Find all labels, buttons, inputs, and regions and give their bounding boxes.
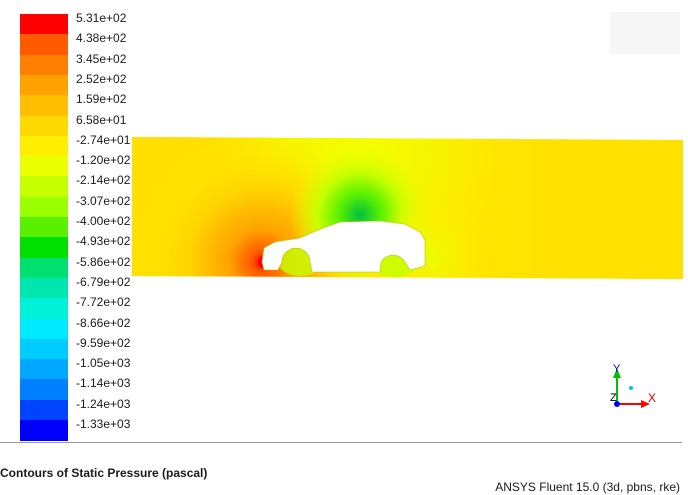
axis-x-label: X — [648, 391, 656, 405]
legend-swatch — [20, 318, 68, 340]
legend-label: -1.05e+03 — [76, 356, 131, 371]
legend-label: 1.59e+02 — [76, 92, 127, 107]
legend-swatch — [20, 237, 68, 259]
legend-label: 2.52e+02 — [76, 71, 127, 86]
solver-info: ANSYS Fluent 15.0 (3d, pbns, rke) — [495, 480, 680, 494]
legend-swatch — [20, 277, 68, 299]
legend-swatch — [20, 196, 68, 218]
legend-swatch — [20, 74, 68, 96]
plot-caption: Contours of Static Pressure (pascal) — [0, 466, 208, 480]
legend-label: -3.07e+02 — [76, 193, 131, 208]
legend-label: -8.66e+02 — [76, 315, 131, 330]
legend-label: -2.14e+02 — [76, 173, 131, 188]
legend-swatch — [20, 379, 68, 401]
legend-label: -7.72e+02 — [76, 295, 131, 310]
axis-y-label: Y — [613, 363, 621, 375]
axis-z-label: Z — [610, 392, 617, 404]
legend-label: -4.93e+02 — [76, 234, 131, 249]
legend-swatch — [20, 359, 68, 381]
legend-swatch — [20, 156, 68, 178]
legend-swatch — [20, 338, 68, 360]
legend-label: -2.74e+01 — [76, 132, 131, 147]
contour-plot[interactable]: Y Z X — [0, 0, 688, 440]
car-body — [261, 220, 426, 273]
legend-swatch — [20, 135, 68, 157]
legend-label: -5.86e+02 — [76, 254, 131, 269]
divider — [0, 442, 682, 443]
legend-swatch — [20, 34, 68, 56]
graphics-viewport[interactable]: 5.31e+02 4.38e+02 3.45e+02 2.52e+02 1.59e+02… — [0, 0, 688, 441]
legend-label: 3.45e+02 — [76, 51, 127, 66]
ansys-logo-watermark — [610, 12, 680, 54]
legend-label: -9.59e+02 — [76, 335, 131, 350]
legend-swatch — [20, 420, 68, 441]
legend-swatch — [20, 54, 68, 76]
legend-swatch — [20, 298, 68, 320]
legend-label: -4.00e+02 — [76, 214, 131, 228]
legend-label: 5.31e+02 — [76, 11, 127, 25]
flow-domain — [132, 137, 683, 279]
legend-label: 4.38e+02 — [76, 31, 127, 46]
legend-swatch — [20, 115, 68, 137]
legend-swatch — [20, 399, 68, 421]
legend-swatch — [20, 257, 68, 279]
axis-triad: Y Z X — [610, 363, 656, 408]
legend-label: -1.33e+03 — [76, 417, 131, 431]
legend-label: -1.24e+03 — [76, 396, 131, 411]
legend-label: -1.14e+03 — [76, 376, 131, 391]
legend-swatch — [20, 176, 68, 198]
legend-swatch — [20, 95, 68, 117]
legend-swatch — [20, 14, 68, 35]
legend-label: -1.20e+02 — [76, 153, 131, 168]
legend-label: -6.79e+02 — [76, 274, 131, 289]
legend-label: 6.58e+01 — [76, 112, 127, 127]
legend-swatch — [20, 217, 68, 238]
